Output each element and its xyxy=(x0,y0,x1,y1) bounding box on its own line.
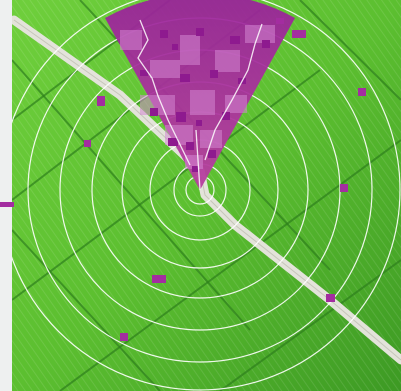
edge-marker xyxy=(0,202,14,207)
blip xyxy=(326,294,335,302)
blip xyxy=(97,96,105,106)
blip xyxy=(120,333,128,341)
blip xyxy=(292,30,306,38)
blip xyxy=(152,275,166,283)
blip xyxy=(84,140,91,147)
blip xyxy=(358,88,366,96)
radar-blips xyxy=(84,18,366,341)
field-dikes xyxy=(12,0,401,391)
blip xyxy=(276,18,284,24)
blip xyxy=(340,184,348,192)
sector-traces xyxy=(137,19,263,191)
